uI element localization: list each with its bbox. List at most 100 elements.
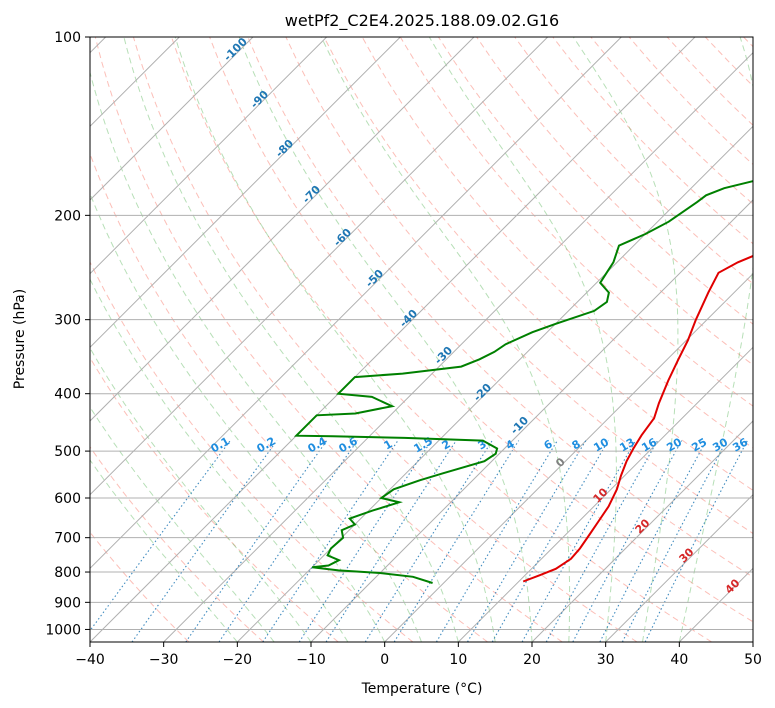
mixing-ratio-line: [185, 440, 328, 642]
isobar-grid: [90, 37, 753, 630]
x-tick-label: 30: [597, 652, 615, 668]
dry-adiabat: [90, 446, 264, 642]
dry-adiabat: [552, 37, 753, 245]
theta-e-label: 20: [633, 516, 653, 536]
theta-e-label: 0: [553, 455, 568, 470]
dry-adiabat: [285, 37, 753, 535]
isotherm-label: -60: [331, 226, 354, 249]
isotherm-line: [236, 125, 753, 642]
mixing-ratio-label: 0.2: [255, 434, 278, 455]
mixing-ratio-label: 0.1: [209, 434, 232, 455]
mixing-ratio-line: [644, 440, 748, 642]
theta-e-label: 30: [677, 545, 697, 565]
mixing-ratio-label: 0.4: [306, 434, 330, 455]
profile-series: [293, 180, 753, 584]
moist-adiabat: [238, 37, 533, 642]
dry-adiabat: [476, 37, 753, 325]
dry-adiabat: [247, 37, 753, 578]
isotherm-line: [310, 199, 753, 642]
dry-adiabat: [743, 37, 753, 48]
isotherm-line: [90, 37, 696, 642]
x-tick-label: −30: [149, 652, 179, 668]
mixing-ratio-label: 8: [570, 437, 583, 452]
mixing-ratio-line: [393, 440, 520, 642]
isotherm-label: -40: [397, 307, 420, 330]
moist-adiabat: [572, 37, 679, 642]
mixing-ratio-line: [491, 440, 609, 642]
y-tick-label: 900: [54, 595, 81, 611]
mixing-ratio-line: [131, 440, 278, 642]
moist-adiabat: [428, 37, 617, 642]
y-tick-label: 100: [54, 30, 81, 46]
isotherm-line: [531, 420, 753, 642]
moist-adiabat: [678, 37, 753, 642]
y-axis-ticks: 100 200 300 400 500 600 700 800 900 1000: [45, 30, 90, 638]
x-tick-label: −40: [75, 652, 105, 668]
isotherm-line: [90, 37, 475, 422]
x-tick-label: 40: [670, 652, 688, 668]
temperature-profile: [522, 254, 753, 583]
mixing-ratio-line: [262, 440, 399, 642]
y-tick-label: 800: [54, 565, 81, 581]
y-axis-label: Pressure (hPa): [12, 289, 28, 389]
mixing-ratio-line: [218, 440, 358, 642]
y-tick-label: 700: [54, 531, 81, 547]
dry-adiabat: [514, 37, 753, 285]
dry-adiabat: [90, 152, 488, 642]
dewpoint-profile: [293, 180, 753, 584]
dry-adiabat: [437, 37, 753, 366]
theta-e-label: 10: [591, 485, 611, 505]
x-axis-ticks: −40 −30 −20 −10 0 10 20 30 40 50: [75, 642, 762, 668]
x-tick-label: −20: [223, 652, 253, 668]
isotherm-line: [90, 37, 328, 275]
x-tick-label: 0: [380, 652, 389, 668]
isotherm-label: -10: [508, 414, 531, 437]
isotherm-line: [90, 37, 622, 570]
x-axis-label: Temperature (°C): [361, 681, 483, 697]
isotherm-label: -20: [471, 381, 494, 404]
mixing-ratio-line: [599, 440, 707, 642]
mixing-ratio-line: [572, 440, 683, 642]
x-tick-label: 50: [744, 652, 762, 668]
mixing-ratio-line: [467, 440, 587, 642]
y-tick-label: 300: [54, 313, 81, 329]
isotherm-line: [384, 272, 753, 642]
y-tick-label: 500: [54, 444, 81, 460]
chart-title: wetPf2_C2E4.2025.188.09.02.G16: [285, 11, 559, 31]
y-tick-label: 200: [54, 208, 81, 224]
isotherm-label: -90: [248, 88, 271, 111]
mixing-ratio-line: [364, 440, 493, 642]
isotherm-line: [90, 37, 254, 201]
dry-adiabat: [323, 37, 753, 491]
isotherm-label: -30: [432, 344, 455, 367]
mixing-ratio-line: [90, 440, 231, 632]
mixing-ratio-line: [621, 440, 728, 642]
dry-adiabat: [171, 37, 712, 642]
moist-adiabat: [90, 192, 386, 642]
isotherm-label: -50: [363, 267, 386, 290]
mixing-ratio-line: [435, 440, 558, 642]
mixing-ratio-line: [325, 440, 457, 642]
moist-adiabat: [174, 37, 496, 642]
moist-adiabat: [90, 278, 349, 642]
isotherm-line: [752, 641, 753, 642]
dry-adiabat: [132, 37, 638, 642]
isotherm-line: [457, 346, 753, 642]
x-tick-label: 10: [449, 652, 467, 668]
dry-adiabat: [90, 356, 339, 642]
theta-e-label: 40: [723, 576, 743, 596]
moist-adiabat: [90, 70, 422, 642]
mixing-ratio-line: [545, 440, 659, 642]
mixing-ratio-label: 1: [382, 437, 395, 452]
dry-adiabat: [209, 37, 753, 623]
moist-adiabat: [90, 347, 312, 642]
isotherm-line: [678, 567, 753, 642]
x-tick-label: 20: [523, 652, 541, 668]
isotherm-line: [163, 51, 753, 642]
y-tick-label: 400: [54, 387, 81, 403]
moist-adiabat: [90, 406, 275, 642]
plot-frame: [89, 36, 754, 643]
dry-adiabat: [704, 37, 753, 87]
moist-adiabat: [90, 459, 238, 642]
moist-adiabat: [123, 37, 459, 642]
